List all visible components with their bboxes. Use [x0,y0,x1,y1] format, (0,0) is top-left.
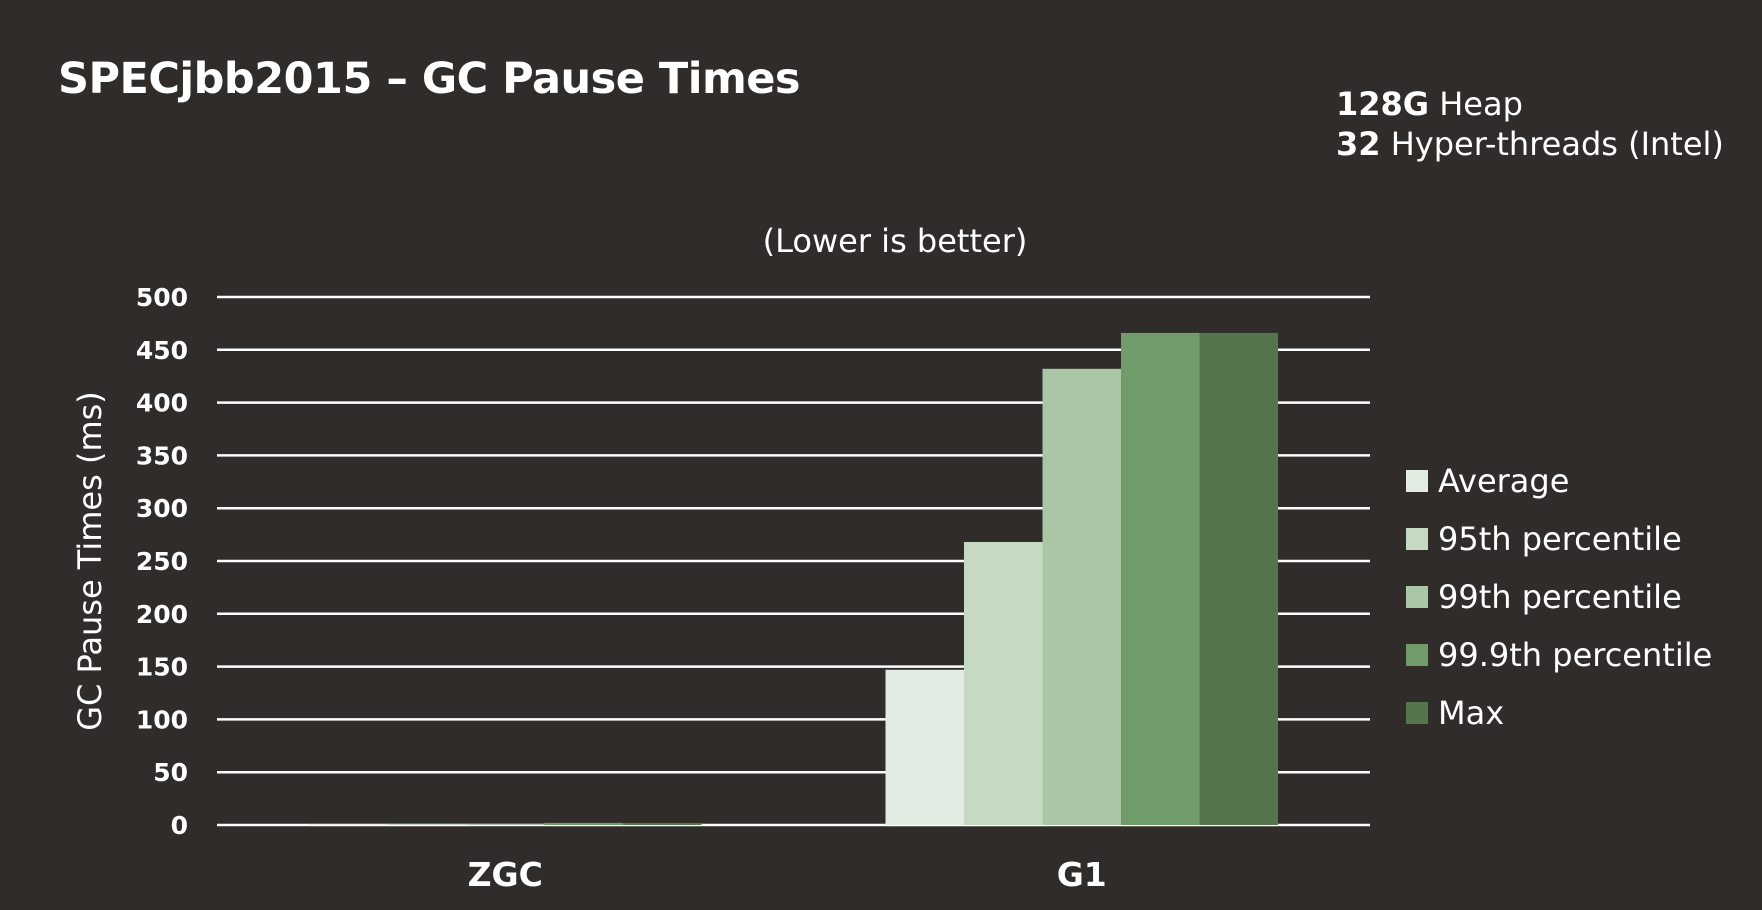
heap-size-line: 128G Heap [1336,84,1724,124]
bar-zgc-95th-percentile [387,823,466,825]
legend-item: Average [1406,452,1712,510]
y-tick-label: 100 [136,705,188,734]
y-tick-label: 150 [136,653,188,682]
bar-g1-99-9th-percentile [1121,332,1200,825]
legend-label: 95th percentile [1438,520,1682,558]
y-tick-label: 400 [136,389,188,418]
legend-swatch [1406,702,1428,724]
y-tick-label: 50 [153,758,188,787]
y-tick-label: 500 [136,283,188,312]
heap-size-label: Heap [1429,85,1523,123]
slide-title: SPECjbb2015 – GC Pause Times [58,54,801,104]
legend-swatch [1406,644,1428,666]
y-tick-label: 0 [171,811,188,840]
bar-g1-99th-percentile [1042,368,1121,825]
y-axis-title: GC Pause Times (ms) [71,391,109,731]
threads-line: 32 Hyper-threads (Intel) [1336,124,1724,164]
legend-swatch [1406,528,1428,550]
legend-item: 99th percentile [1406,568,1712,626]
y-tick-label: 300 [136,494,188,523]
threads-label: Hyper-threads (Intel) [1380,125,1724,163]
bar-g1-95th-percentile [964,541,1043,825]
legend-label: Average [1438,462,1570,500]
bar-g1-average [885,669,964,825]
legend-item: 95th percentile [1406,510,1712,568]
legend-label: Max [1438,694,1505,732]
legend-item: Max [1406,684,1712,742]
chart-legend: Average 95th percentile 99th percentile 99.… [1406,452,1712,742]
test-config: 128G Heap 32 Hyper-threads (Intel) [1336,84,1724,164]
bar-g1-max [1199,332,1278,825]
bar-zgc-average [309,823,388,825]
x-category-label: ZGC [468,855,543,894]
y-tick-label: 450 [136,336,188,365]
legend-swatch [1406,470,1428,492]
legend-swatch [1406,586,1428,608]
legend-label: 99th percentile [1438,578,1682,616]
y-tick-label: 200 [136,600,188,629]
legend-item: 99.9th percentile [1406,626,1712,684]
heap-size-value: 128G [1336,85,1430,123]
bar-zgc-99-9th-percentile [544,822,623,825]
y-tick-label: 350 [136,441,188,470]
y-tick-label: 250 [136,547,188,576]
chart-subtitle: (Lower is better) [762,222,1028,260]
bar-zgc-99th-percentile [466,823,545,825]
bar-zgc-max [623,822,702,825]
threads-value: 32 [1336,125,1381,163]
legend-label: 99.9th percentile [1438,636,1713,674]
x-category-label: G1 [1057,855,1107,894]
